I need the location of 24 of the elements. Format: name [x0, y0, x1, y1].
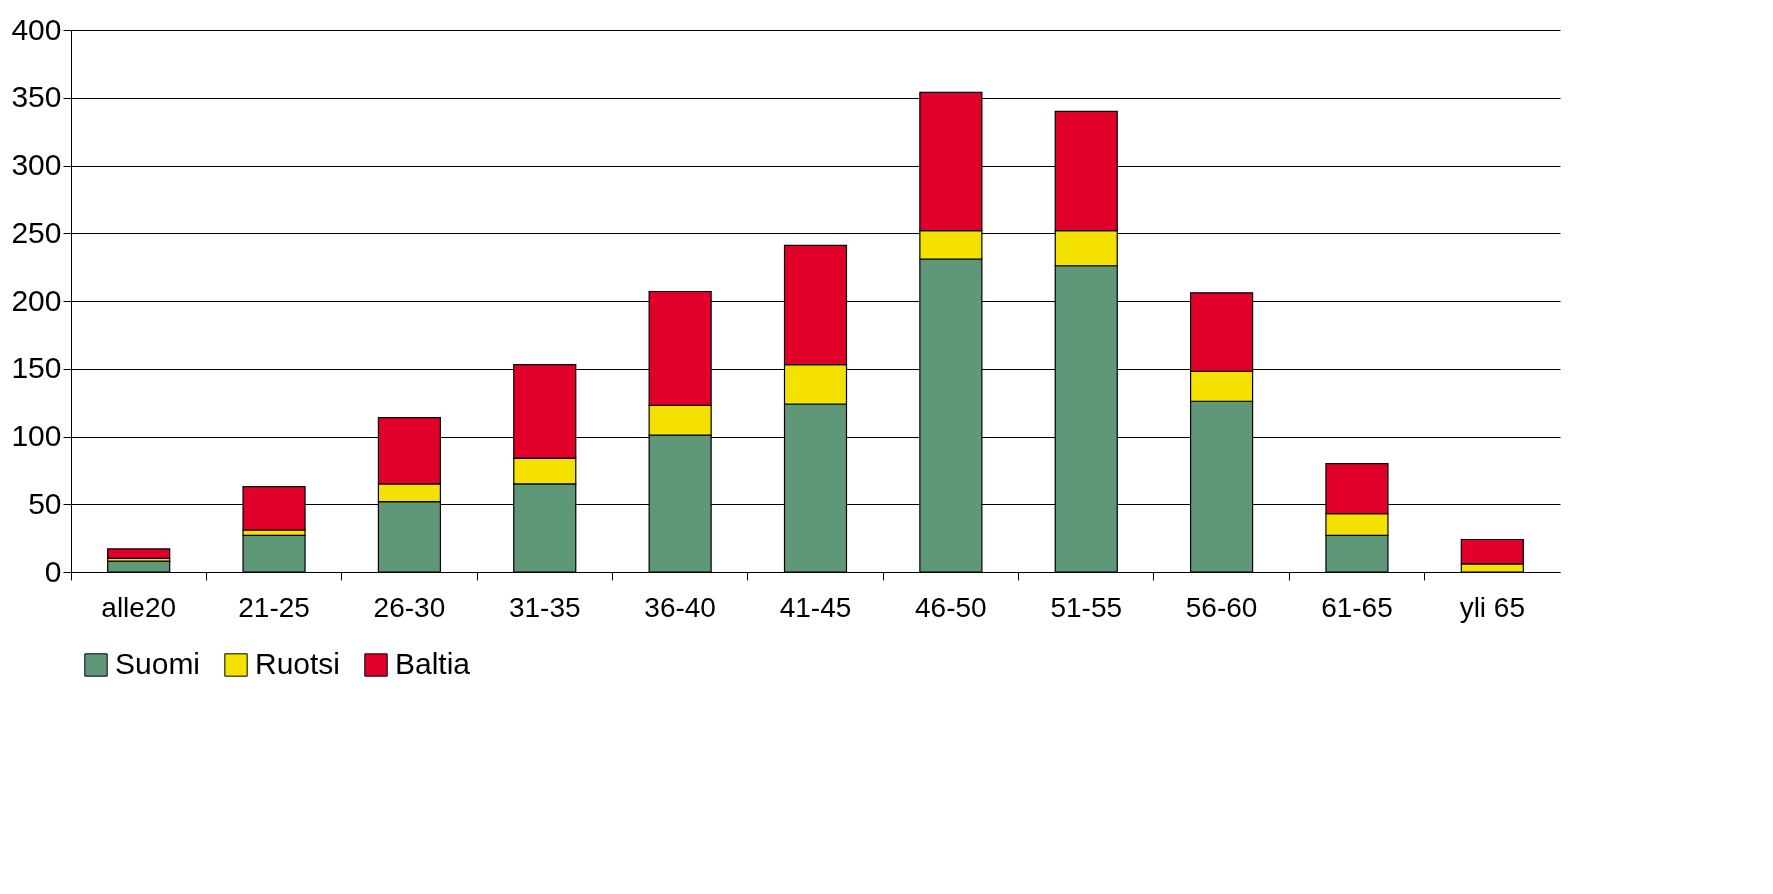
x-tick-label: 56-60 — [1185, 591, 1258, 623]
y-tick-label: 50 — [28, 486, 62, 520]
x-tick-label: 61-65 — [1321, 591, 1393, 623]
y-tick-label: 100 — [11, 419, 62, 452]
y-tick-label: 250 — [11, 215, 62, 249]
y-tick-label: 200 — [11, 283, 62, 317]
x-tick-label: alle20 — [101, 591, 177, 623]
y-tick-label: 0 — [44, 554, 62, 588]
legend-label: Ruotsi — [255, 647, 341, 680]
x-tick-label: yli 65 — [1459, 591, 1526, 623]
y-tick-label: 400 — [11, 12, 62, 46]
x-tick-label: 41-45 — [779, 591, 852, 623]
legend-label: Suomi — [115, 647, 201, 680]
x-tick-label: 51-55 — [1050, 591, 1123, 623]
y-tick-label: 150 — [11, 351, 62, 385]
y-tick-label: 350 — [11, 80, 62, 114]
x-tick-label: 36-40 — [644, 591, 716, 623]
x-tick-label: 26-30 — [373, 591, 446, 623]
x-tick-label: 21-25 — [238, 591, 310, 623]
x-tick-label: 46-50 — [915, 591, 987, 623]
y-tick-label: 300 — [11, 148, 62, 181]
bar — [107, 548, 171, 560]
legend-label: Baltia — [395, 647, 471, 680]
x-tick-label: 31-35 — [508, 591, 581, 623]
